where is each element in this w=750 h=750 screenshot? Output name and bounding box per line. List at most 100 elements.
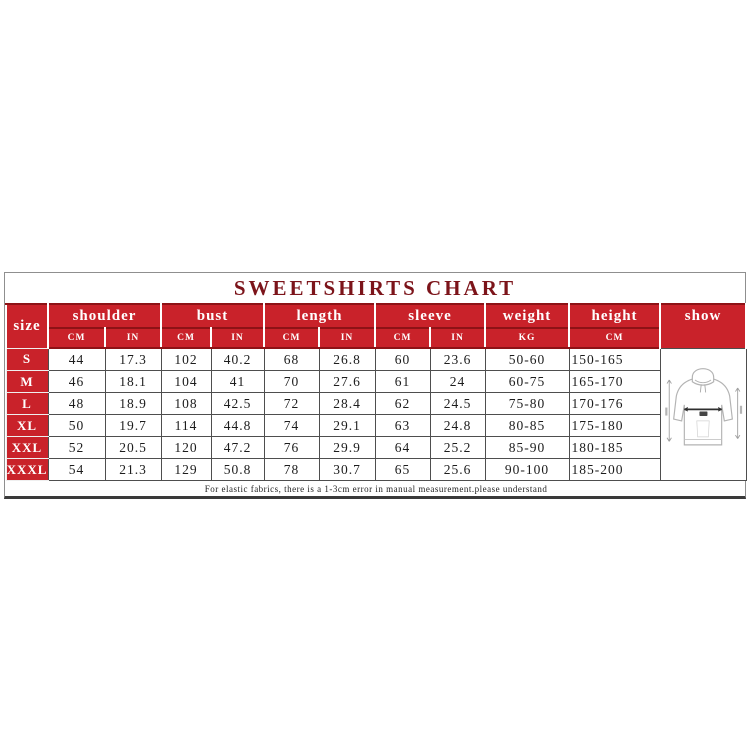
unit-header-bust-in: IN (210, 327, 266, 349)
value-cell-shoulder_in: 18.9 (104, 392, 162, 415)
unit-header-shoulder-in: IN (103, 327, 163, 349)
value-cell-sleeve_cm: 61 (374, 370, 431, 393)
column-header-length: length (263, 303, 377, 328)
column-header-bust: bust (160, 303, 266, 328)
size-label-cell: L (5, 392, 49, 415)
value-cell-length_cm: 78 (263, 458, 320, 481)
column-header-sleeve: sleeve (374, 303, 487, 328)
value-cell-shoulder_cm: 50 (47, 414, 106, 437)
value-cell-weight_kg: 85-90 (484, 436, 570, 459)
value-cell-sleeve_in: 25.2 (429, 436, 486, 459)
unit-header-length-cm: CM (263, 327, 321, 349)
table-row: L 48 18.9 108 42.5 72 28.4 62 24.5 75-80 170-176 (5, 392, 746, 415)
column-header-height: height (568, 303, 662, 328)
value-cell-shoulder_in: 19.7 (104, 414, 162, 437)
size-chart: SWEETSHIRTS CHART size shoulder bust len… (4, 272, 748, 499)
table-header: size shoulder bust length sleeve weight … (5, 303, 748, 349)
value-cell-shoulder_in: 17.3 (104, 347, 162, 371)
value-cell-length_cm: 72 (263, 392, 320, 415)
value-cell-shoulder_in: 20.5 (104, 436, 162, 459)
unit-header-weight-kg: KG (484, 327, 571, 349)
value-cell-shoulder_cm: 48 (47, 392, 106, 415)
value-cell-bust_cm: 120 (160, 436, 212, 459)
value-cell-shoulder_in: 18.1 (104, 370, 162, 393)
table-footer: For elastic fabrics, there is a 1-3cm er… (6, 480, 747, 496)
value-cell-shoulder_cm: 52 (47, 436, 106, 459)
size-table: size shoulder bust length sleeve weight … (5, 303, 748, 496)
unit-header-length-in: IN (318, 327, 377, 349)
table-body: S 44 17.3 102 40.2 68 26.8 60 23.6 50-60 150-165 M… (5, 347, 747, 481)
value-cell-length_in: 29.9 (318, 436, 376, 459)
value-cell-sleeve_in: 24 (429, 370, 486, 393)
value-cell-bust_in: 42.5 (210, 392, 265, 415)
value-cell-bust_cm: 114 (160, 414, 212, 437)
value-cell-bust_cm: 104 (160, 370, 212, 393)
value-cell-bust_in: 50.8 (210, 458, 265, 481)
value-cell-bust_cm: 108 (160, 392, 212, 415)
value-cell-weight_kg: 90-100 (484, 458, 570, 481)
value-cell-sleeve_cm: 62 (374, 392, 431, 415)
value-cell-length_cm: 70 (263, 370, 320, 393)
value-cell-weight_kg: 75-80 (484, 392, 570, 415)
value-cell-height_cm: 185-200 (568, 458, 661, 481)
value-cell-sleeve_cm: 60 (374, 347, 431, 371)
column-header-size: size (5, 303, 49, 348)
unit-header-shoulder-cm: CM (47, 327, 106, 349)
value-cell-shoulder_cm: 46 (47, 370, 106, 393)
hoodie-diagram-cell (659, 347, 747, 481)
value-cell-shoulder_in: 21.3 (104, 458, 162, 481)
value-cell-length_cm: 76 (263, 436, 320, 459)
value-cell-bust_in: 44.8 (210, 414, 265, 437)
table-row: XL 50 19.7 114 44.8 74 29.1 63 24.8 80-85 175-180 (5, 414, 746, 437)
value-cell-length_in: 29.1 (318, 414, 376, 437)
unit-header-height-cm: CM (568, 327, 662, 349)
value-cell-sleeve_cm: 63 (374, 414, 431, 437)
value-cell-length_in: 26.8 (318, 347, 376, 371)
value-cell-bust_cm: 129 (160, 458, 212, 481)
value-cell-height_cm: 175-180 (568, 414, 661, 437)
column-header-weight: weight (484, 303, 571, 328)
chart-title: SWEETSHIRTS CHART (5, 273, 745, 303)
size-label-cell: M (5, 370, 49, 393)
value-cell-bust_in: 41 (210, 370, 265, 393)
table-row: XXXL 54 21.3 129 50.8 78 30.7 65 25.6 90-100 185-2… (5, 458, 746, 481)
value-cell-length_in: 30.7 (318, 458, 376, 481)
value-cell-bust_in: 40.2 (210, 347, 265, 371)
column-header-show: show (659, 303, 748, 348)
table-row: M 46 18.1 104 41 70 27.6 61 24 60-75 165-170 (5, 370, 746, 393)
header-group-row: size shoulder bust length sleeve weight … (5, 303, 748, 348)
hoodie-measurement-diagram-icon (665, 368, 743, 446)
value-cell-bust_in: 47.2 (210, 436, 265, 459)
header-unit-row: CM IN CM IN CM IN CM IN KG CM (6, 327, 746, 349)
value-cell-sleeve_in: 24.8 (429, 414, 486, 437)
value-cell-height_cm: 150-165 (568, 347, 661, 371)
size-label-cell: XXXL (5, 458, 49, 481)
table-row: XXL 52 20.5 120 47.2 76 29.9 64 25.2 85-90 180-185 (5, 436, 746, 459)
value-cell-length_in: 28.4 (318, 392, 376, 415)
size-label-cell: XL (5, 414, 49, 437)
footnote-row: For elastic fabrics, there is a 1-3cm er… (6, 480, 747, 496)
value-cell-sleeve_in: 23.6 (429, 347, 486, 371)
footnote-text: For elastic fabrics, there is a 1-3cm er… (6, 480, 747, 496)
value-cell-shoulder_cm: 44 (47, 347, 106, 371)
value-cell-length_cm: 68 (263, 347, 320, 371)
value-cell-height_cm: 170-176 (568, 392, 661, 415)
column-header-shoulder: shoulder (46, 303, 163, 328)
value-cell-weight_kg: 50-60 (484, 347, 570, 371)
size-label-cell: XXL (5, 436, 49, 459)
value-cell-bust_cm: 102 (160, 347, 212, 371)
value-cell-weight_kg: 80-85 (484, 414, 570, 437)
table-row: S 44 17.3 102 40.2 68 26.8 60 23.6 50-60 150-165 (5, 347, 747, 481)
value-cell-height_cm: 165-170 (568, 370, 661, 393)
value-cell-sleeve_in: 24.5 (429, 392, 486, 415)
value-cell-length_cm: 74 (263, 414, 320, 437)
unit-header-sleeve-in: IN (429, 327, 487, 349)
size-label-cell: S (5, 347, 49, 371)
value-cell-shoulder_cm: 54 (47, 458, 106, 481)
value-cell-weight_kg: 60-75 (484, 370, 570, 393)
unit-header-bust-cm: CM (160, 327, 213, 349)
value-cell-height_cm: 180-185 (568, 436, 661, 459)
value-cell-length_in: 27.6 (318, 370, 376, 393)
value-cell-sleeve_in: 25.6 (429, 458, 486, 481)
